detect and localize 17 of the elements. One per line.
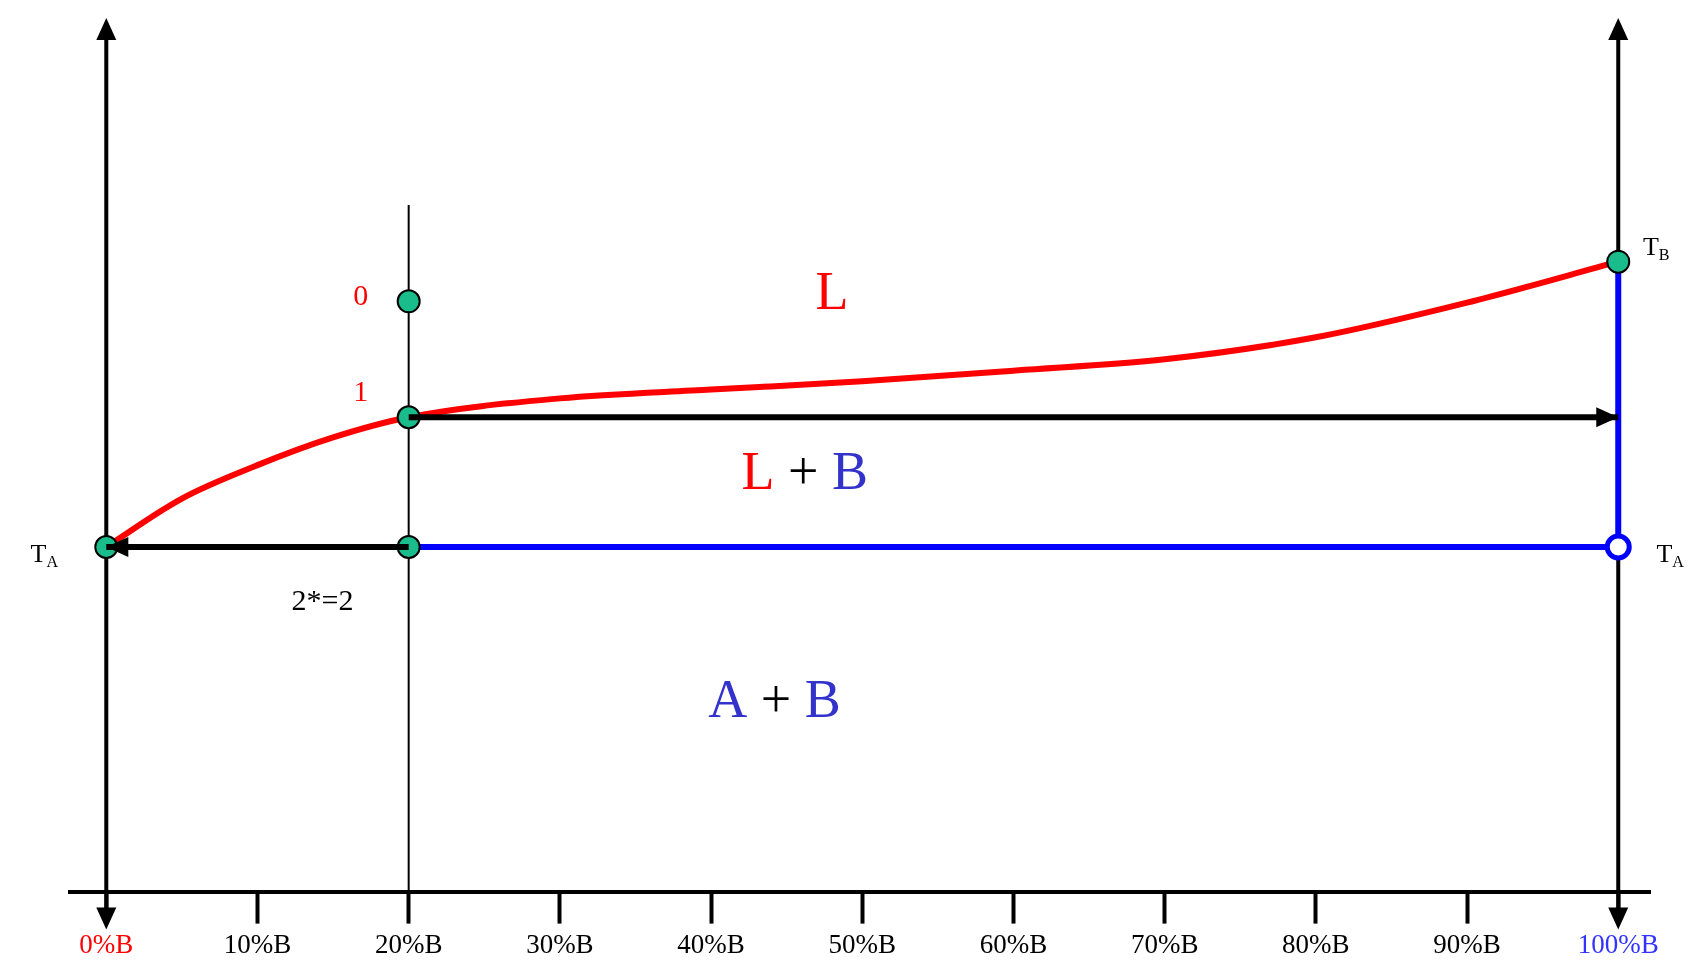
annotation: L + B: [741, 441, 869, 502]
x-tick-label: 30%B: [526, 928, 594, 959]
x-tick-label: 60%B: [979, 928, 1048, 959]
annotation: 1: [353, 374, 369, 408]
x-tick-label: 70%B: [1130, 928, 1199, 959]
annotation: A + B: [708, 668, 841, 729]
x-tick-label: 20%B: [374, 928, 443, 959]
x-tick-label: 40%B: [677, 928, 745, 959]
annotation: 2*=2: [291, 583, 354, 617]
x-tick-label: 80%B: [1282, 928, 1350, 959]
x-tick-label: 0%B: [79, 928, 134, 959]
x-tick-label: 50%B: [828, 928, 897, 959]
annotation: L: [815, 261, 849, 322]
annotation: 0: [353, 278, 369, 312]
x-tick-label: 100%B: [1577, 928, 1659, 959]
x-tick-label: 10%B: [223, 928, 292, 959]
x-tick-label: 90%B: [1433, 928, 1501, 959]
